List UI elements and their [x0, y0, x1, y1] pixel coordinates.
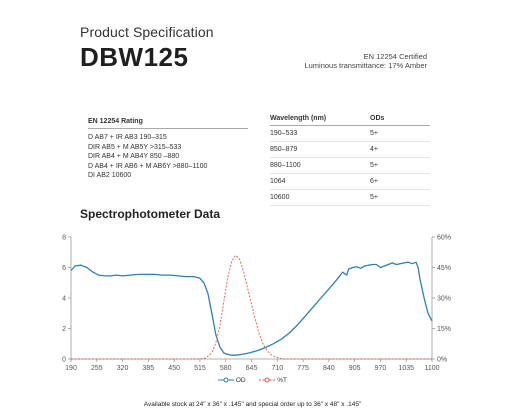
- od-cell: 5+: [370, 125, 430, 142]
- x-tick-label: 970: [375, 365, 387, 372]
- x-tick-label: 775: [297, 365, 309, 372]
- table-header-row: Wavelength (nm) ODs: [270, 115, 430, 126]
- rating-line: DI AB2 10600: [88, 172, 132, 179]
- od-cell: 5+: [370, 157, 430, 174]
- y-left-tick-label: 6: [62, 265, 66, 272]
- od-cell: 6+: [370, 173, 430, 190]
- od-cell: 4+: [370, 141, 430, 158]
- od-cell: 5+: [370, 189, 430, 206]
- x-tick-label: 190: [65, 365, 77, 372]
- y-right-tick-label: 0%: [437, 357, 447, 364]
- legend-label-t: %T: [277, 377, 287, 384]
- rating-heading: EN 12254 Rating: [88, 118, 248, 129]
- series-line-transmittance: [71, 254, 432, 360]
- x-tick-label: 1035: [398, 365, 414, 372]
- rating-block: EN 12254 Rating D AB7 + IR AB3 190–315 D…: [88, 118, 248, 181]
- x-tick-label: 840: [323, 365, 335, 372]
- table-row: 850–879 4+: [270, 141, 430, 158]
- y-right-tick-label: 60%: [437, 235, 451, 242]
- table-row: 1064 6+: [270, 173, 430, 190]
- rating-line: DIR AB5 + M AB5Y >315–533: [88, 143, 182, 151]
- product-name: DBW125: [80, 42, 189, 72]
- x-tick-label: 320: [117, 365, 129, 372]
- x-tick-label: 515: [194, 365, 206, 372]
- y-left-tick-label: 8: [62, 235, 66, 242]
- series-line-od: [70, 261, 433, 356]
- y-left-tick-label: 4: [62, 296, 66, 303]
- rating-line: D AB7 + IR AB3 190–315: [88, 134, 167, 141]
- spectrophotometer-chart: 0 2 4 6 8 0% 15% 30% 45% 60% 190 255 320 385 450 515 580…: [62, 235, 451, 373]
- rating-line: D AB4 + IR AB6 + M AB6Y >880–1100: [88, 162, 208, 170]
- transmittance-line: Luminous transmittance: 17% Amber: [304, 61, 427, 70]
- column-header-wavelength: Wavelength (nm): [270, 115, 370, 126]
- page-kicker: Product Specification: [80, 24, 214, 40]
- legend-t-marker-icon: [259, 377, 276, 383]
- table-row: 190–533 5+: [270, 125, 430, 142]
- x-tick-label: 645: [246, 365, 258, 372]
- column-header-ods: ODs: [370, 115, 430, 126]
- od-table-block: Wavelength (nm) ODs 190–533 5+ 850–879 4…: [270, 115, 430, 206]
- od-table: Wavelength (nm) ODs 190–533 5+ 850–879 4…: [270, 115, 430, 206]
- cert-line: EN 12254 Certified: [363, 52, 427, 61]
- y-right-tick-label: 30%: [437, 296, 451, 303]
- chart-title: Spectrophotometer Data: [80, 207, 221, 221]
- legend-od-marker-icon: [218, 377, 235, 383]
- y-right-tick-label: 45%: [437, 265, 451, 272]
- x-tick-label: 1100: [424, 365, 439, 372]
- chart-legend: OD %T: [0, 377, 505, 384]
- y-left-tick-label: 2: [62, 326, 66, 333]
- x-tick-label: 385: [143, 365, 155, 372]
- legend-item-t: %T: [259, 377, 287, 384]
- wavelength-cell: 1064: [270, 173, 370, 190]
- rating-line: DIR AB4 + M AB4Y 850 –880: [88, 153, 180, 160]
- x-tick-label: 710: [271, 365, 283, 372]
- legend-label-od: OD: [235, 377, 246, 384]
- table-row: 880–1100 5+: [270, 157, 430, 174]
- legend-item-od: OD: [218, 377, 246, 384]
- table-row: 10600 5+: [270, 189, 430, 206]
- stock-footnote: Available stock at 24" x 36" x .145" and…: [143, 401, 362, 408]
- wavelength-cell: 10600: [270, 189, 370, 206]
- x-tick-label: 450: [168, 365, 180, 372]
- x-tick-label: 580: [220, 365, 232, 372]
- y-right-tick-label: 15%: [437, 326, 451, 333]
- x-tick-label: 905: [349, 365, 361, 372]
- wavelength-cell: 850–879: [270, 141, 370, 158]
- certification-info: EN 12254 Certified Luminous transmittanc…: [304, 52, 427, 70]
- wavelength-cell: 880–1100: [270, 157, 370, 174]
- x-tick-label: 255: [91, 365, 103, 372]
- y-left-tick-label: 0: [62, 357, 66, 364]
- wavelength-cell: 190–533: [270, 125, 370, 142]
